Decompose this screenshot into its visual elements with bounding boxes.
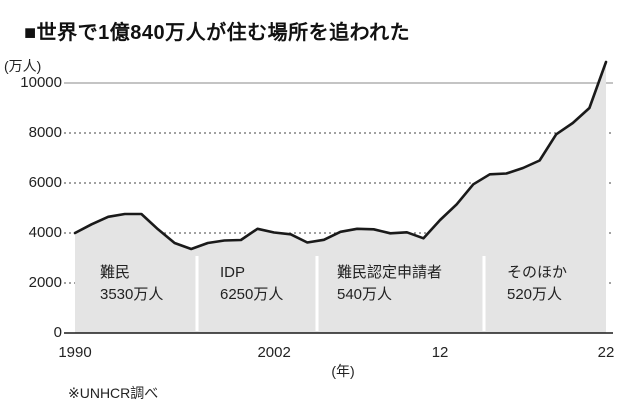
segment-value: 6250万人 <box>220 286 284 303</box>
segment-value: 3530万人 <box>100 286 164 303</box>
y-tick-0: 0 <box>53 324 62 341</box>
segment-value: 520万人 <box>507 286 563 303</box>
segment-label-3: そのほか 520万人 <box>507 262 567 306</box>
segment-label-0: 難民 3530万人 <box>100 262 163 306</box>
x-tick-2022: 22 <box>597 344 615 361</box>
area-fill <box>75 62 606 333</box>
y-tick-4000: 4000 <box>28 224 62 241</box>
y-tick-6000: 6000 <box>28 174 62 191</box>
y-axis-unit-label: (万人) <box>4 58 42 74</box>
segment-name: IDP <box>220 264 246 281</box>
x-tick-2012: 12 <box>431 344 449 361</box>
segment-name: 難民 <box>100 264 131 281</box>
x-tick-1990: 1990 <box>58 344 92 361</box>
chart-title: ■世界で1億840万人が住む場所を追われた <box>24 22 411 44</box>
segment-label-2: 難民認定申請者 540万人 <box>337 262 442 306</box>
source-note: ※UNHCR調べ <box>68 385 159 401</box>
segment-name: そのほか <box>507 264 568 281</box>
segment-name: 難民認定申請者 <box>337 264 443 281</box>
segment-value: 540万人 <box>337 286 393 303</box>
y-tick-2000: 2000 <box>28 274 62 291</box>
y-tick-8000: 8000 <box>28 124 62 141</box>
trend-line <box>73 60 608 251</box>
x-axis-unit-label: (年) <box>331 363 355 379</box>
x-tick-2002: 2002 <box>257 344 291 361</box>
y-tick-10000: 10000 <box>20 74 62 91</box>
segment-label-1: IDP 6250万人 <box>220 262 283 306</box>
